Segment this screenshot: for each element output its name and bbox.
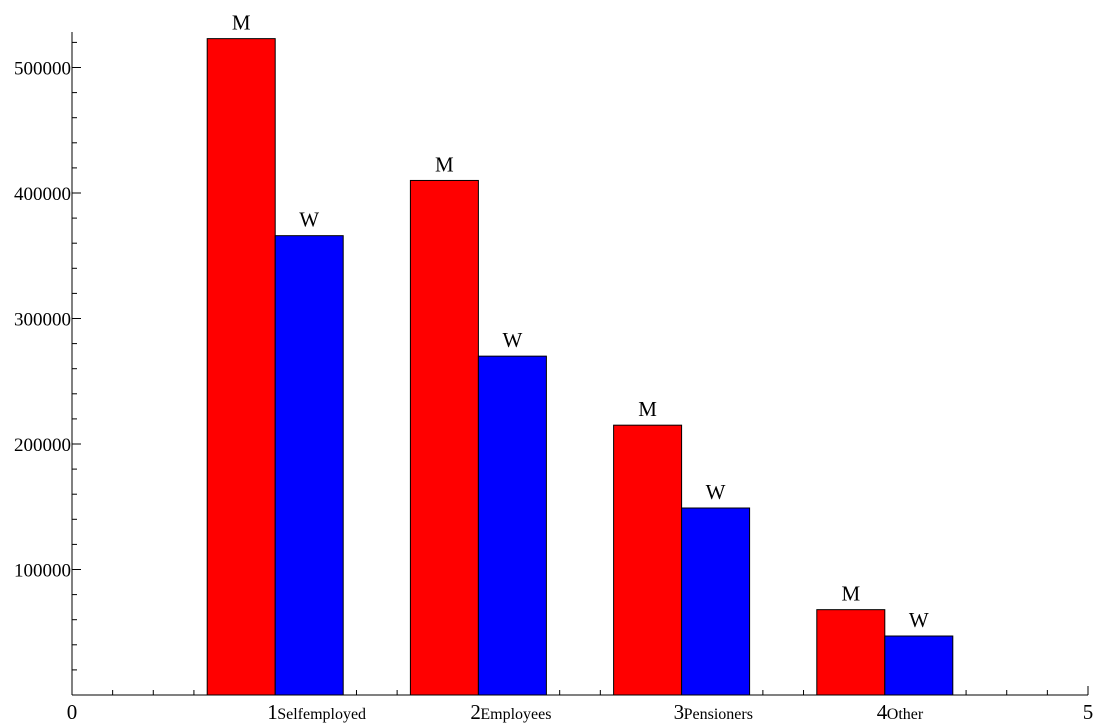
bar-W-Pensioners xyxy=(681,507,751,696)
y-tick-label: 100000 xyxy=(14,561,71,582)
bar-W-Selfemployed xyxy=(274,235,344,696)
category-label: Other xyxy=(887,706,924,723)
category-label: Selfemployed xyxy=(277,706,366,723)
x-tick-label: 0 xyxy=(67,700,78,723)
bar-M-Pensioners xyxy=(613,424,683,696)
y-tick-label: 500000 xyxy=(14,59,71,80)
bar-label: M xyxy=(638,397,657,421)
bar-label: W xyxy=(299,208,319,232)
y-tick-label: 200000 xyxy=(14,435,71,456)
bar-W-Other xyxy=(884,635,954,696)
x-tick-label: 4 xyxy=(877,700,888,723)
bar-M-Selfemployed xyxy=(206,38,276,696)
category-label: Employees xyxy=(480,706,551,723)
category-label: Pensioners xyxy=(684,706,753,723)
bars xyxy=(206,38,954,696)
bar-label: M xyxy=(232,11,251,35)
x-tick-label: 3 xyxy=(674,700,685,723)
bar-M-Employees xyxy=(409,179,479,696)
bar-M-Other xyxy=(816,609,886,696)
bar-label: W xyxy=(909,608,929,632)
bar-W-Employees xyxy=(477,355,547,696)
bar-label: W xyxy=(706,480,726,504)
bar-label: M xyxy=(841,582,860,606)
x-tick-label: 2 xyxy=(470,700,481,723)
x-tick-label: 5 xyxy=(1083,700,1094,723)
labels: M W M W M W M W xyxy=(232,11,929,632)
x-tick-label: 1 xyxy=(267,700,278,723)
y-tick-label: 300000 xyxy=(14,310,71,331)
y-tick-label: 400000 xyxy=(14,184,71,205)
bar-label: W xyxy=(502,328,522,352)
bar-label: M xyxy=(435,152,454,176)
axes: 100000 200000 300000 400000 500000 0 1 Selfempl… xyxy=(14,32,1093,723)
